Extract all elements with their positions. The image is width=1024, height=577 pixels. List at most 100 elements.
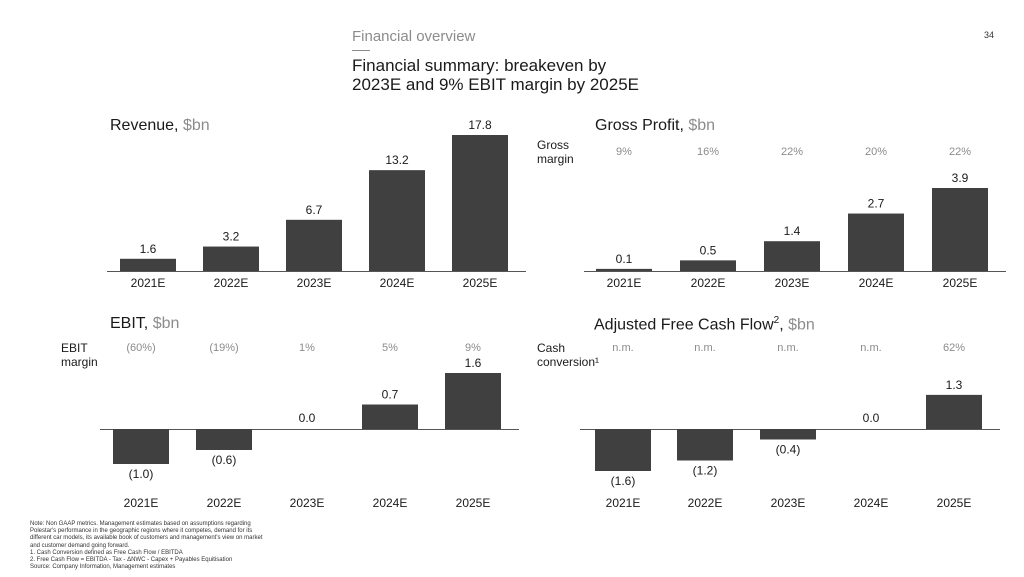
ebit-category-label: 2023E [290,496,325,510]
ebit-category-label: 2022E [207,496,242,510]
fcf-value-label: (1.2) [693,464,718,478]
fcf-title-footnote: 2 [773,315,780,326]
fcf-ratio-label: n.m. [694,342,715,354]
ebit-bar-2025E [445,373,501,429]
fcf-bar-2023E [760,429,816,440]
revenue-chart-title: Revenue, $bn [110,117,210,135]
fcf-value-label: (1.6) [611,474,636,488]
footnote-2: 2. Free Cash Flow = EBITDA - Tax - ΔNWC … [30,557,233,564]
ebit-value-label: 1.6 [465,356,482,370]
revenue-title-unit: $bn [182,117,210,134]
gross-margin-label-line-1: Gross [537,138,570,152]
ebit-value-label: 0.0 [299,411,316,425]
revenue-title-text: Revenue, [110,117,183,134]
cash-conversion-label-line-1: Cash [537,341,566,355]
ebit-margin-label-line-2: margin [61,355,98,369]
ebit-ratio-label: (60%) [126,342,155,354]
gross-profit-value-label: 3.9 [952,171,969,185]
gross-profit-category-label: 2021E [607,276,642,290]
ebit-margin-label-line-1: EBIT [61,341,88,355]
gross-profit-bar-2024E [848,213,904,271]
ebit-ratio-label: 1% [299,342,315,354]
ebit-category-label: 2024E [373,496,408,510]
fcf-ratio-label: n.m. [777,342,798,354]
revenue-bar-2023E [286,219,342,271]
revenue-category-label: 2021E [131,276,166,290]
fcf-ratio-label: n.m. [612,342,633,354]
gross-profit-value-label: 0.1 [616,252,633,266]
ebit-value-label: (0.6) [212,453,237,467]
gross-profit-ratio-label: 20% [865,146,887,158]
ebit-title-text: EBIT, [110,315,153,332]
fcf-category-label: 2023E [771,496,806,510]
page-title: Financial summary: breakeven by 2023E an… [352,56,712,94]
fcf-chart-title: Adjusted Free Cash Flow2, $bn [594,315,815,334]
ebit-value-label: 0.7 [382,388,399,402]
gross-profit-bar-2025E [932,188,988,271]
ebit-margin-label: EBIT margin [61,341,98,369]
footnote-source: Source: Company Information, Management … [30,564,176,571]
gross-profit-ratio-label: 22% [949,146,971,158]
ebit-bar-2024E [362,404,418,429]
revenue-category-label: 2022E [214,276,249,290]
revenue-value-label: 6.7 [306,203,323,217]
footnote-1: 1. Cash Conversion defined as Free Cash … [30,549,183,556]
fcf-value-label: 1.3 [946,378,963,392]
fcf-title-unit: $bn [788,316,815,334]
page-title-line-1: Financial summary: breakeven by [352,56,607,75]
fcf-category-label: 2022E [688,496,723,510]
fcf-category-label: 2025E [937,496,972,510]
revenue-value-label: 13.2 [385,153,409,167]
fcf-value-label: 0.0 [863,411,880,425]
gross-profit-category-label: 2023E [775,276,810,290]
gross-profit-value-label: 2.7 [868,197,885,211]
revenue-category-label: 2025E [463,276,498,290]
gross-margin-label-line-2: margin [537,152,574,166]
gross-profit-category-label: 2022E [691,276,726,290]
revenue-value-label: 17.8 [468,118,492,132]
revenue-category-label: 2024E [380,276,415,290]
page-number: 34 [984,30,995,40]
cash-conversion-label-line-2: conversion¹ [537,355,600,369]
revenue-category-label: 2023E [297,276,332,290]
fcf-title-suffix: , [779,316,789,334]
ebit-bar-2022E [196,429,252,450]
ebit-ratio-label: 9% [465,342,481,354]
gross-profit-category-label: 2025E [943,276,978,290]
ebit-bar-2021E [113,429,169,464]
ebit-ratio-label: 5% [382,342,398,354]
gross-profit-bar-2023E [764,241,820,271]
footnote-note: Note: Non GAAP metrics. Management estim… [30,521,263,549]
fcf-title-text: Adjusted Free Cash Flow [594,316,774,334]
ebit-ratio-label: (19%) [209,342,238,354]
gross-profit-bar-2021E [596,268,652,271]
revenue-bar-2022E [203,246,259,271]
revenue-bar-2024E [369,170,425,271]
ebit-chart-title: EBIT, $bn [110,315,179,333]
fcf-ratio-label: n.m. [860,342,881,354]
gross-profit-chart-title: Gross Profit, $bn [595,117,715,135]
section-divider [352,50,370,51]
ebit-category-label: 2025E [456,496,491,510]
gross-profit-ratio-label: 22% [781,146,803,158]
gross-profit-value-label: 1.4 [784,224,801,238]
gross-margin-label: Gross margin [537,138,574,166]
footnotes: Note: Non GAAP metrics. Management estim… [30,521,270,571]
gross-profit-ratio-label: 16% [697,146,719,158]
ebit-title-unit: $bn [152,315,180,332]
revenue-bar-2021E [120,258,176,271]
fcf-bar-2021E [595,429,651,471]
gross-profit-bar-2022E [680,260,736,271]
gross-profit-title-unit: $bn [688,117,716,134]
revenue-value-label: 1.6 [140,242,157,256]
fcf-category-label: 2021E [606,496,641,510]
ebit-category-label: 2021E [124,496,159,510]
page-title-line-2: 2023E and 9% EBIT margin by 2025E [352,75,639,94]
gross-profit-category-label: 2024E [859,276,894,290]
fcf-category-label: 2024E [854,496,889,510]
gross-profit-ratio-label: 9% [616,146,632,158]
fcf-ratio-label: 62% [943,342,965,354]
fcf-bar-2025E [926,394,982,429]
gross-profit-title-text: Gross Profit, [595,117,689,134]
